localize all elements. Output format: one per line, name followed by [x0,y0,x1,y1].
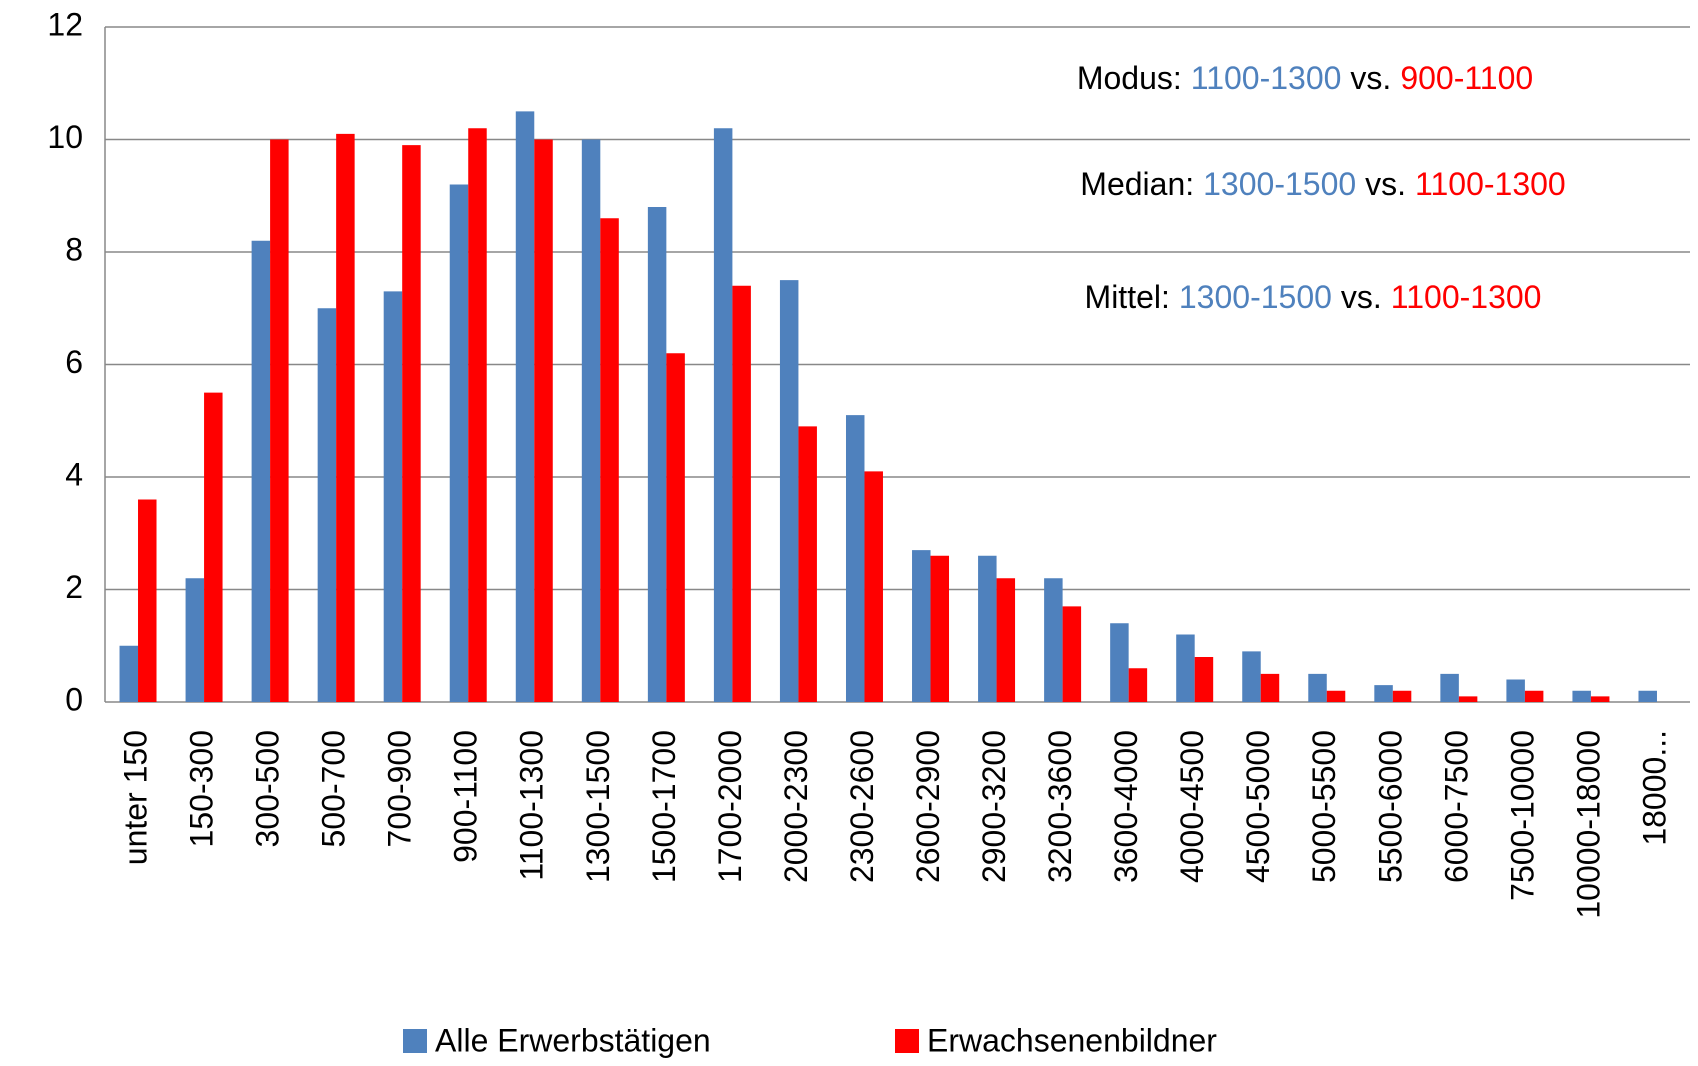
x-tick-label: 150-300 [184,730,220,847]
x-tick-label: 18000... [1636,730,1672,846]
bar [1062,606,1082,702]
annotation: Median: 1300-1500 vs. 1100-1300 [1080,166,1565,202]
bar [1326,690,1346,702]
bar [732,285,751,702]
bar [185,578,205,702]
x-tick-label: 2000-2300 [778,730,814,883]
annotation-vs: vs. [1341,279,1382,315]
y-tick-label: 0 [65,681,83,717]
bar [534,139,553,702]
x-tick-label: 10000-18000 [1570,730,1606,919]
bar [119,645,139,702]
bar [647,207,667,702]
bar [996,578,1016,702]
legend-swatch [895,1029,919,1053]
bar [666,353,685,702]
bar [383,291,403,702]
bar [1392,690,1412,702]
legend-label: Alle Erwerbstätigen [435,1022,711,1058]
bar [1524,690,1544,702]
annotation-value: 1300-1500 [1179,279,1332,315]
bar [779,280,799,702]
bar [449,184,469,702]
x-tick-label: 1700-2000 [712,730,748,883]
bar [1260,673,1280,702]
annotation-label: Mittel: [1085,279,1170,315]
bar [270,139,289,702]
y-tick-label: 12 [47,6,83,42]
x-tick-label: 1500-1700 [646,730,682,883]
annotation: Mittel: 1300-1500 vs. 1100-1300 [1085,279,1542,315]
y-tick-label: 8 [65,231,83,267]
bar [251,240,271,702]
x-tick-label: unter 150 [117,730,153,865]
bar [930,555,950,702]
bar [1440,673,1459,702]
annotation-label: Median: [1080,166,1194,202]
x-tick-label: 2600-2900 [910,730,946,883]
bar [1374,685,1393,702]
bar [1044,578,1063,702]
bar [1194,657,1214,702]
bar [468,128,487,702]
x-tick-label: 900-1100 [448,730,484,863]
bar [336,133,355,702]
bar [204,392,223,702]
annotation-label: Modus: [1077,60,1182,96]
x-tick-label: 1100-1300 [514,730,550,881]
bar [402,145,421,702]
bar [1638,690,1657,702]
bar [845,415,865,702]
x-tick-label: 5000-5500 [1306,730,1342,883]
x-tick-label: 7500-10000 [1504,730,1540,901]
x-tick-label: 5500-6000 [1372,730,1408,883]
legend-label: Erwachsenenbildner [927,1022,1217,1058]
annotation-vs: vs. [1365,166,1406,202]
bar [581,139,601,702]
annotation-value: 1300-1500 [1203,166,1356,202]
x-tick-label: 2300-2600 [844,730,880,883]
bar [1176,634,1195,702]
legend-swatch [403,1029,427,1053]
x-tick-label: 300-500 [250,730,286,847]
x-tick-label: 3200-3600 [1042,730,1078,883]
bar [1308,673,1327,702]
bar [515,111,535,702]
annotation-value: 1100-1300 [1415,166,1566,202]
bar [1242,651,1261,702]
y-tick-label: 10 [47,119,83,155]
annotation-value: 1100-1300 [1391,279,1542,315]
annotation-vs: vs. [1350,60,1391,96]
x-tick-label: 500-700 [316,730,352,847]
bar [713,128,733,702]
bar [1590,696,1610,702]
bar [1128,668,1148,702]
bar [138,499,157,702]
x-tick-label: 3600-4000 [1108,730,1144,883]
bar [864,471,883,702]
bar [1458,696,1478,702]
x-tick-label: 1300-1500 [580,730,616,883]
y-tick-label: 4 [65,456,83,492]
bar [912,550,931,702]
bar [978,555,997,702]
bar [798,426,817,702]
bar [1110,623,1129,702]
bar [1572,690,1591,702]
annotation: Modus: 1100-1300 vs. 900-1100 [1077,60,1533,96]
y-tick-label: 2 [65,569,83,605]
x-tick-label: 2900-3200 [976,730,1012,883]
y-tick-label: 6 [65,344,83,380]
x-tick-label: 4500-5000 [1240,730,1276,883]
bar [600,218,619,702]
bar [1506,679,1525,702]
annotation-value: 1100-1300 [1191,60,1342,96]
x-tick-label: 700-900 [382,730,418,847]
bar [317,308,337,702]
annotation-value: 900-1100 [1400,60,1533,96]
x-tick-label: 6000-7500 [1438,730,1474,883]
x-tick-label: 4000-4500 [1174,730,1210,883]
